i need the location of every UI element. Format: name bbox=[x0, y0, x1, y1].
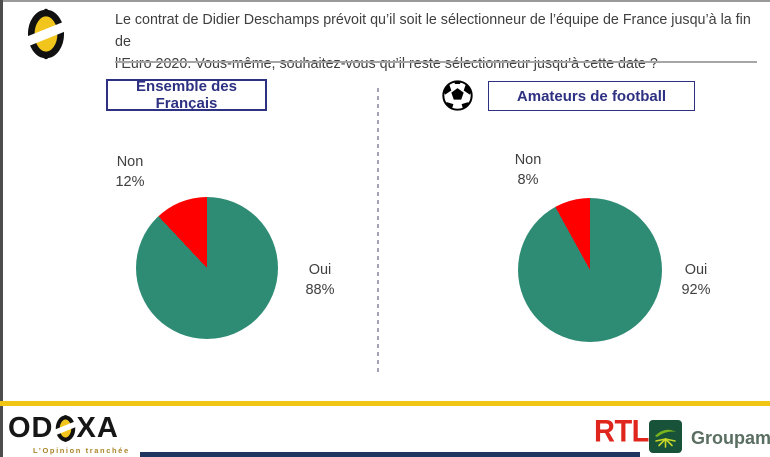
footer-navy-bar bbox=[140, 452, 640, 457]
callout-label: Oui bbox=[684, 262, 708, 278]
pie-chart-amateurs bbox=[518, 198, 662, 342]
pie-chart-ensemble bbox=[136, 197, 278, 339]
callout-value: 88% bbox=[305, 282, 335, 298]
slide-left-border bbox=[0, 0, 3, 457]
panel-title-ensemble: Ensemble des Français bbox=[106, 78, 267, 112]
odoxa-wordmark-od: OD bbox=[8, 412, 54, 444]
callout-value: 12% bbox=[115, 174, 145, 190]
odoxa-ring-icon-small bbox=[54, 414, 76, 442]
callout-label: Non bbox=[514, 152, 542, 168]
question-underline bbox=[115, 61, 757, 63]
odoxa-wordmark-xa: XA bbox=[76, 412, 119, 444]
odoxa-tagline: L’Opinion tranchée bbox=[33, 446, 130, 455]
panel-title-amateurs-label: Amateurs de football bbox=[516, 87, 667, 105]
survey-question-line2: l’Euro 2020. Vous-même, souhaitez-vous q… bbox=[115, 56, 658, 72]
panel-title-ensemble-label: Ensemble des Français bbox=[136, 78, 237, 112]
slide-top-border bbox=[0, 0, 770, 2]
callout-value: 8% bbox=[517, 172, 539, 188]
odoxa-ring-icon bbox=[27, 8, 65, 60]
survey-question: Le contrat de Didier Deschamps prévoit q… bbox=[115, 9, 763, 75]
callout-value: 92% bbox=[681, 282, 711, 298]
groupama-emblem-icon bbox=[649, 420, 682, 453]
callout-amateurs-non: Non 8% bbox=[496, 150, 560, 190]
panel-divider bbox=[377, 88, 379, 375]
callout-ensemble-non: Non 12% bbox=[98, 152, 162, 192]
rtl-logo: RTL bbox=[594, 414, 649, 450]
groupama-logo: Groupama bbox=[691, 428, 770, 448]
callout-amateurs-oui: Oui 92% bbox=[664, 260, 728, 300]
footer-yellow-rule bbox=[0, 401, 770, 406]
survey-question-line1: Le contrat de Didier Deschamps prévoit q… bbox=[115, 12, 751, 50]
callout-ensemble-oui: Oui 88% bbox=[288, 260, 352, 300]
callout-label: Oui bbox=[308, 262, 332, 278]
odoxa-wordmark: OD XA bbox=[8, 412, 119, 444]
panel-title-amateurs: Amateurs de football bbox=[488, 81, 695, 111]
soccer-ball-icon bbox=[442, 80, 473, 111]
callout-label: Non bbox=[116, 154, 144, 170]
